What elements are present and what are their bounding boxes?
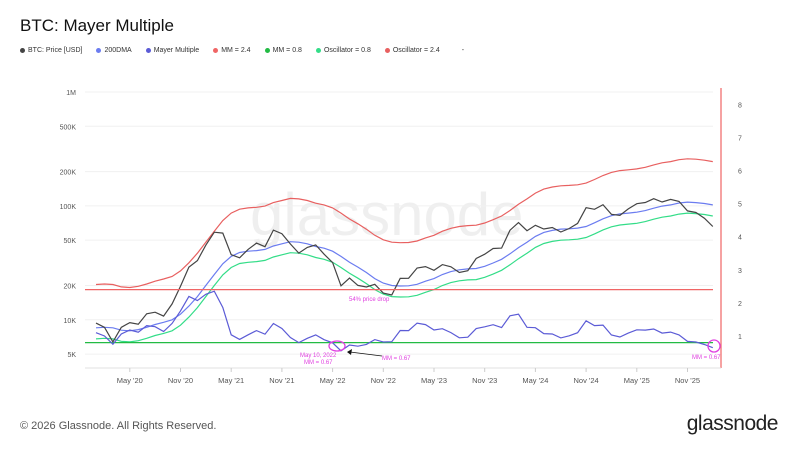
legend-dot-icon xyxy=(315,47,321,53)
y-right-tick-label: 3 xyxy=(738,268,742,275)
x-tick-label: Nov '23 xyxy=(472,376,497,385)
chart-title: BTC: Mayer Multiple xyxy=(20,16,174,35)
y-right-tick-label: 1 xyxy=(738,334,742,341)
legend-label: BTC: Price [USD] xyxy=(28,47,83,54)
legend-item[interactable]: BTC: Price [USD] xyxy=(20,47,82,54)
legend-dot-icon xyxy=(384,47,390,53)
legend-item[interactable]: Mayer Multiple xyxy=(145,47,200,54)
x-tick-label: May '21 xyxy=(218,376,244,385)
legend-item[interactable]: MM = 2.4 xyxy=(213,47,251,54)
annotation-mm-2: MM = 0.67 xyxy=(382,356,411,362)
legend-item[interactable]: 200DMA xyxy=(96,47,132,54)
x-tick-label: Nov '20 xyxy=(168,376,193,385)
legend-label: - xyxy=(461,47,465,54)
annotation-arrow xyxy=(349,351,383,357)
x-tick-label: Nov '21 xyxy=(269,376,294,385)
annotation-mm-3: MM = 0.67 xyxy=(692,355,721,361)
x-tick-label: Nov '25 xyxy=(675,376,700,385)
y-left-tick-label: 1M xyxy=(66,90,76,97)
legend-dot-icon xyxy=(264,47,270,53)
legend-label: MM = 2.4 xyxy=(221,47,251,54)
y-left-tick-label: 50K xyxy=(64,238,77,245)
y-left-tick-label: 20K xyxy=(64,284,77,291)
x-tick-label: Nov '22 xyxy=(371,376,396,385)
legend-item[interactable]: Oscillator = 0.8 xyxy=(315,47,371,54)
legend-item[interactable]: - xyxy=(453,47,465,54)
oscillator-0.8-line xyxy=(95,212,713,343)
legend-label: Oscillator = 2.4 xyxy=(392,47,440,54)
price-line xyxy=(95,198,714,344)
x-tick-label: May '24 xyxy=(522,376,548,385)
legend-dot-icon xyxy=(213,47,219,53)
legend-label: 200DMA xyxy=(104,47,132,54)
legend-label: Mayer Multiple xyxy=(153,47,200,54)
annotations: 54% price drop May 10, 2022 MM = 0.67 MM… xyxy=(300,297,721,366)
glassnode-logo: glassnode xyxy=(686,412,779,435)
y-left-tick-label: 200K xyxy=(60,170,77,177)
legend-dot-icon xyxy=(20,47,25,53)
y-right-tick-label: 6 xyxy=(738,169,742,176)
x-tick-label: May '25 xyxy=(624,376,650,385)
annotation-mm-1: MM = 0.67 xyxy=(304,360,333,366)
legend-dot-icon xyxy=(453,47,459,53)
y-right-tick-label: 4 xyxy=(738,235,742,242)
y-right-tick-label: 2 xyxy=(738,301,742,308)
legend-label: MM = 0.8 xyxy=(272,47,302,54)
x-tick-label: May '23 xyxy=(421,376,447,385)
y-right-tick-label: 5 xyxy=(738,202,742,209)
legend-label: Oscillator = 0.8 xyxy=(323,47,371,54)
x-tick-label: Nov '24 xyxy=(573,376,598,385)
x-tick-label: May '22 xyxy=(320,376,346,385)
y-left-tick-label: 5K xyxy=(67,352,76,359)
mayer-multiple-line xyxy=(95,290,714,352)
y-left-tick-label: 100K xyxy=(60,204,77,211)
y-right-tick-label: 8 xyxy=(738,102,742,109)
watermark: glassnode xyxy=(250,181,524,248)
copyright: © 2026 Glassnode. All Rights Reserved. xyxy=(20,420,217,432)
y-right-tick-label: 7 xyxy=(738,135,742,142)
200dma-line xyxy=(95,201,713,332)
annotation-circle xyxy=(328,340,346,352)
legend: BTC: Price [USD] 200DMA Mayer Multiple MM =… xyxy=(20,47,464,54)
legend-dot-icon xyxy=(145,47,151,53)
annotation-date: May 10, 2022 xyxy=(300,353,337,359)
legend-item[interactable]: Oscillator = 2.4 xyxy=(384,47,440,54)
annotation-price-drop: 54% price drop xyxy=(349,297,390,303)
x-tick-label: May '20 xyxy=(117,376,143,385)
legend-item[interactable]: MM = 0.8 xyxy=(264,47,302,54)
y-left-tick-label: 10K xyxy=(64,318,77,325)
legend-dot-icon xyxy=(96,47,102,53)
arrow-head-icon xyxy=(347,349,352,355)
annotation-circle-end xyxy=(707,339,721,353)
oscillator-2.4-line xyxy=(95,158,713,289)
y-left-tick-label: 500K xyxy=(60,124,77,131)
